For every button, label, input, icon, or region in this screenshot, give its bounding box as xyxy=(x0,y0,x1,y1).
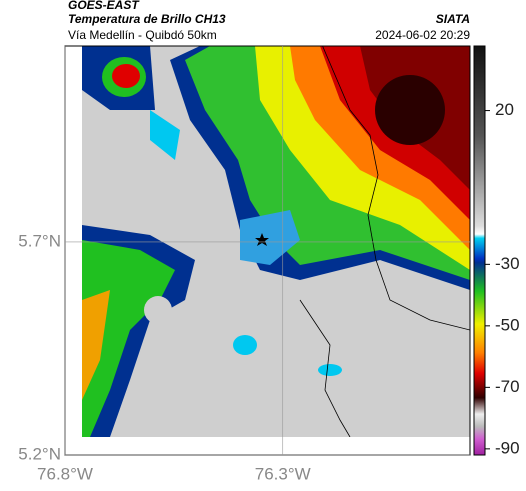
lat-label: 5.7°N xyxy=(18,231,61,250)
datetime: 2024-06-02 20:29 xyxy=(375,28,470,42)
title: Temperatura de Brillo CH13 xyxy=(68,12,226,26)
org: SIATA xyxy=(436,12,470,26)
subtitle: Vía Medellín - Quibdó 50km xyxy=(68,28,217,42)
colorbar xyxy=(473,45,486,456)
colorbar-label: -90 xyxy=(495,438,520,457)
colorbar-label: -70 xyxy=(495,377,520,396)
lat-label: 5.2°N xyxy=(18,444,61,463)
source: GOES-EAST xyxy=(68,0,140,12)
lon-label: 76.3°W xyxy=(255,464,311,483)
colorbar-label: 20 xyxy=(495,100,514,119)
lon-label: 76.8°W xyxy=(37,464,93,483)
satellite-image xyxy=(82,46,470,437)
header: GOES-EAST Temperatura de Brillo CH13 Vía… xyxy=(68,0,470,42)
location-star xyxy=(255,233,269,246)
colorbar-label: -30 xyxy=(495,254,520,273)
colorbar-label: -50 xyxy=(495,315,520,334)
